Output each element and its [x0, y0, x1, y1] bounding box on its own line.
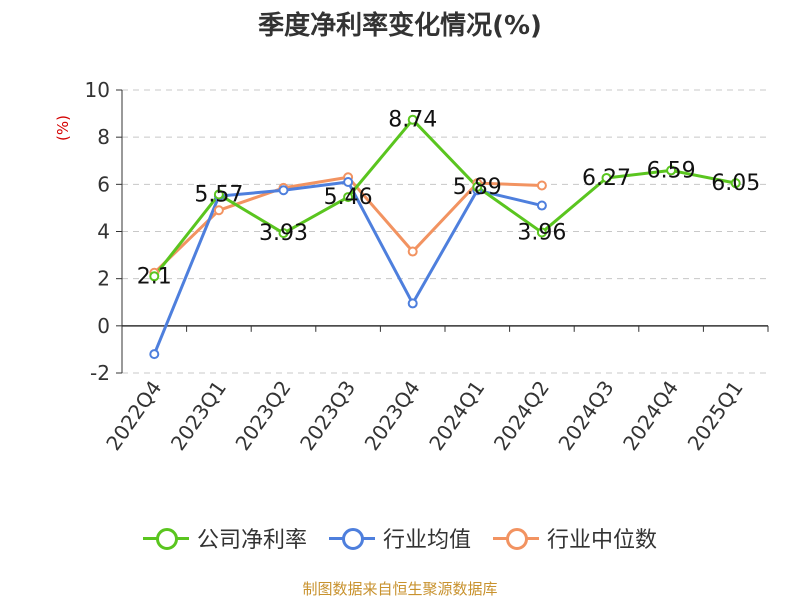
series-lines	[149, 114, 741, 360]
data-point	[343, 192, 354, 203]
legend-item-industry-median[interactable]: 行业中位数	[493, 522, 657, 554]
y-tick-label: 6	[97, 172, 110, 196]
x-tick-label: 2023Q3	[295, 376, 360, 455]
legend: 公司净利率 行业均值 行业中位数	[0, 518, 800, 558]
x-tick-label: 2024Q2	[489, 376, 554, 455]
x-tick-label: 2023Q1	[166, 376, 231, 455]
legend-item-company-net-margin[interactable]: 公司净利率	[142, 522, 307, 554]
y-tick-label: 2	[97, 267, 110, 291]
data-point	[472, 181, 483, 192]
x-tick-label: 2023Q2	[230, 376, 295, 455]
data-label: 3.96	[517, 220, 566, 245]
y-tick-label: 0	[97, 314, 110, 338]
data-label: 6.59	[647, 158, 696, 183]
data-point	[730, 178, 741, 189]
data-label: 2.1	[137, 264, 172, 289]
data-point	[278, 185, 289, 196]
data-point	[407, 298, 418, 309]
data-point	[149, 349, 160, 360]
y-tick-label: 4	[97, 220, 110, 244]
data-label: 6.05	[711, 171, 760, 196]
data-point	[536, 227, 547, 238]
data-point	[536, 200, 547, 211]
data-point	[536, 180, 547, 191]
data-point	[278, 228, 289, 239]
chart-title: 季度净利率变化情况(%)	[258, 10, 542, 41]
x-tick-label: 2022Q4	[101, 376, 166, 455]
x-tick-label: 2023Q4	[360, 376, 425, 455]
data-point	[213, 189, 224, 200]
data-point	[407, 114, 418, 125]
data-point	[343, 176, 354, 187]
data-label: 5.89	[453, 175, 502, 200]
data-label: 3.93	[259, 221, 308, 246]
data-labels: 2.1 5.57 3.93 5.46 8.74 5.89 3.96 6.27 6.59 6.05	[137, 108, 760, 290]
y-axis-label: (%)	[54, 115, 72, 141]
x-tick-label: 2024Q3	[553, 376, 618, 455]
data-point	[601, 172, 612, 183]
legend-marker-mean	[328, 526, 375, 550]
data-label: 5.57	[194, 182, 243, 207]
x-tick-label: 2025Q1	[683, 376, 748, 455]
data-point	[213, 205, 224, 216]
legend-label-company: 公司净利率	[196, 528, 307, 553]
y-tick-label: 10	[85, 78, 110, 102]
y-tick-label: -2	[90, 361, 110, 385]
x-tick-label: 2024Q1	[424, 376, 489, 455]
data-label: 5.46	[324, 185, 373, 210]
legend-label-median: 行业中位数	[547, 528, 658, 553]
legend-label-mean: 行业均值	[382, 528, 471, 553]
y-tick-label: 8	[97, 125, 110, 149]
data-point	[407, 246, 418, 257]
grid-lines	[122, 89, 768, 374]
data-point	[149, 271, 160, 282]
data-label: 6.27	[582, 166, 631, 191]
x-tick-label: 2024Q4	[618, 376, 683, 455]
legend-item-industry-mean[interactable]: 行业均值	[328, 522, 471, 554]
legend-marker-company	[142, 526, 189, 550]
series-line	[153, 118, 736, 278]
source-note: 制图数据来自恒生聚源数据库	[302, 580, 498, 598]
legend-marker-median	[493, 526, 539, 550]
data-point	[666, 165, 677, 176]
data-label: 8.74	[388, 108, 437, 133]
